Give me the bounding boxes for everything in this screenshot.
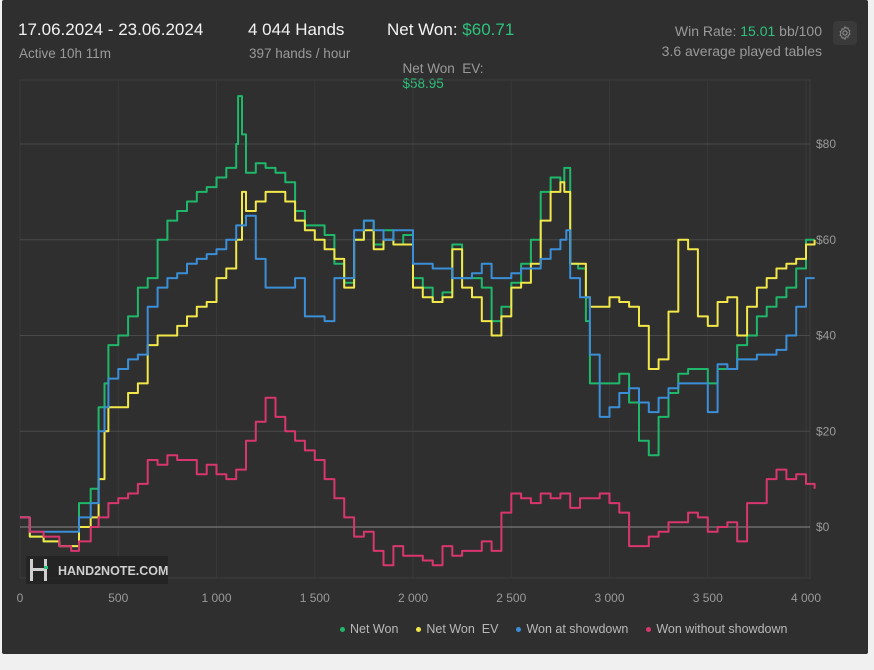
legend-item[interactable]: Net Won xyxy=(340,622,398,636)
plot-area xyxy=(19,79,811,579)
hands-count: 4 044 Hands xyxy=(248,20,345,39)
legend-label: Won at showdown xyxy=(526,622,629,636)
hand2note-logo-icon xyxy=(30,559,48,581)
y-tick-label: $60 xyxy=(816,233,836,247)
chart-legend: Net Won Net Won EV Won at showdown Won with… xyxy=(340,622,787,636)
legend-item[interactable]: Won without showdown xyxy=(646,622,787,636)
x-tick-label: 3 000 xyxy=(594,591,624,605)
net-won-label: Net Won: xyxy=(387,20,458,39)
x-tick-label: 1 500 xyxy=(300,591,330,605)
legend-dot-icon xyxy=(516,626,522,632)
avg-tables: 3.6 average played tables xyxy=(661,43,822,59)
x-tick-label: 0 xyxy=(17,591,24,605)
x-tick-label: 500 xyxy=(108,591,128,605)
net-won: Net Won: $60.71 xyxy=(387,20,514,40)
x-tick-label: 4 000 xyxy=(791,591,821,605)
hands-per-hour: 397 hands / hour xyxy=(249,46,351,61)
y-axis-labels: $0 $20 $40 $60 $80 xyxy=(816,137,836,534)
settings-button[interactable] xyxy=(833,21,857,45)
legend-label: Net Won xyxy=(350,622,399,636)
gear-icon xyxy=(839,26,851,40)
watermark-backdrop xyxy=(26,556,168,584)
net-won-ev-label: Net Won EV: xyxy=(402,61,484,76)
legend-label: Net Won EV xyxy=(426,622,499,636)
legend-dot-icon xyxy=(340,626,345,632)
date-range: 17.06.2024 - 23.06.2024 xyxy=(18,20,204,39)
win-rate-label: Win Rate: xyxy=(674,23,737,39)
chart-grid xyxy=(19,79,811,579)
win-rate-value: 15.01 xyxy=(740,23,776,39)
win-rate: Win Rate: 15.01 bb/100 xyxy=(675,23,822,39)
legend-dot-icon xyxy=(646,626,652,632)
chart-panel xyxy=(2,0,868,654)
chart-lines xyxy=(20,95,816,567)
x-axis-labels: 0 500 1 000 1 500 2 000 2 500 3 000 3 500 4 000 xyxy=(17,591,822,605)
series-line-net-won xyxy=(20,95,815,548)
x-tick-label: 3 500 xyxy=(693,591,723,605)
y-tick-label: $40 xyxy=(816,329,836,343)
win-rate-unit: bb/100 xyxy=(779,23,822,39)
series-line-won-without-showdown xyxy=(20,396,816,567)
series-line-net-won-ev xyxy=(20,181,816,548)
watermark: HAND2NOTE.COM xyxy=(26,556,168,584)
x-tick-label: 2 500 xyxy=(496,591,526,605)
y-tick-label: $0 xyxy=(816,520,830,534)
watermark-text: HAND2NOTE.COM xyxy=(58,564,168,578)
net-won-value: $60.71 xyxy=(462,20,515,39)
legend-item[interactable]: Won at showdown xyxy=(516,622,628,636)
x-tick-label: 2 000 xyxy=(398,591,428,605)
active-time: Active 10h 11m xyxy=(19,46,112,61)
legend-item[interactable]: Net Won EV xyxy=(416,622,498,636)
legend-dot-icon xyxy=(416,626,422,632)
series-line-won-at-showdown xyxy=(20,214,815,533)
x-tick-label: 1 000 xyxy=(201,591,231,605)
y-tick-label: $80 xyxy=(816,137,836,151)
legend-label: Won without showdown xyxy=(656,622,788,636)
y-tick-label: $20 xyxy=(816,424,836,438)
